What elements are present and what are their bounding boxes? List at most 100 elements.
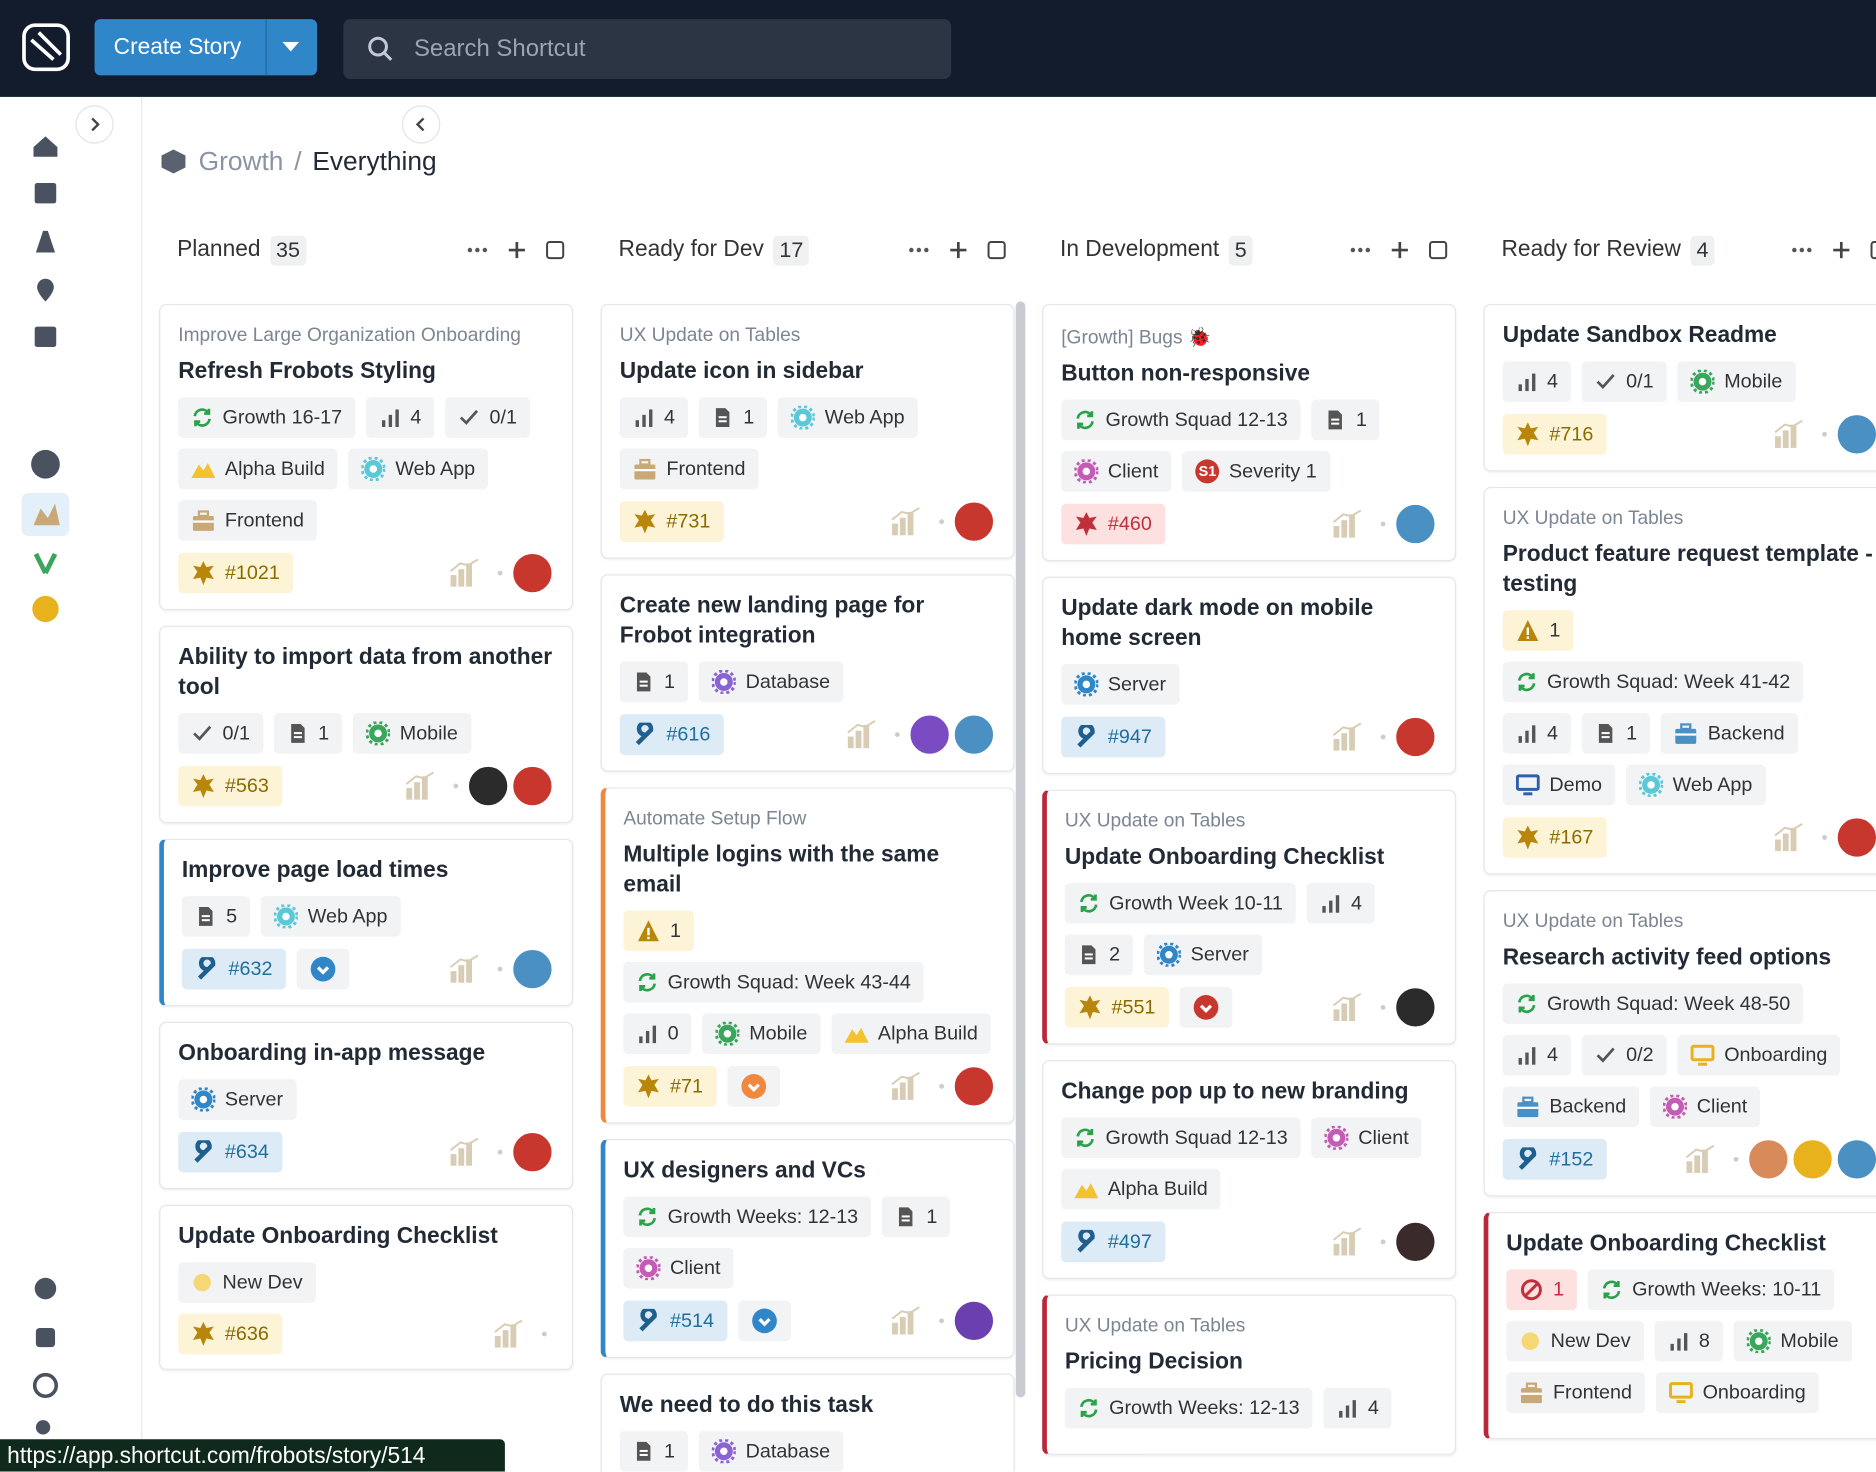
epic-name[interactable]: Improve Large Organization Onboarding: [178, 325, 521, 346]
epic-name[interactable]: UX Update on Tables: [1064, 1316, 1246, 1337]
chip[interactable]: Mobile: [702, 1013, 821, 1055]
chip[interactable]: Database: [698, 1430, 844, 1472]
avatar[interactable]: [1835, 412, 1876, 456]
avatar[interactable]: [952, 713, 996, 757]
chip[interactable]: 0/2: [1581, 1034, 1667, 1076]
chip[interactable]: Growth Squad: Week 43-44: [623, 961, 925, 1003]
chip[interactable]: 5: [181, 896, 251, 937]
status-badge[interactable]: [1179, 987, 1232, 1028]
chip[interactable]: Database: [698, 661, 844, 703]
chip[interactable]: 0: [623, 1013, 692, 1055]
chip[interactable]: Web App: [778, 397, 918, 438]
expand-sidebar-button[interactable]: [75, 105, 114, 144]
team-icon[interactable]: [31, 449, 60, 479]
chip[interactable]: Growth Squad: Week 48-50: [1502, 983, 1804, 1025]
avatar[interactable]: [952, 1064, 996, 1108]
avatar[interactable]: [908, 713, 952, 757]
story-card[interactable]: Improve page load times 5 Web App #632: [159, 838, 574, 1007]
avatar[interactable]: [1835, 815, 1876, 860]
chip[interactable]: Mobile: [1733, 1320, 1852, 1362]
chip[interactable]: Growth Squad 12-13: [1061, 1117, 1301, 1159]
chip[interactable]: Onboarding: [1677, 1034, 1841, 1076]
chip[interactable]: Growth Weeks: 10-11: [1587, 1269, 1835, 1311]
chip[interactable]: New Dev: [1506, 1320, 1644, 1362]
roadmap-icon[interactable]: [35, 230, 56, 253]
search-box[interactable]: Search Shortcut: [343, 19, 952, 79]
chip[interactable]: Growth Weeks: 12-13: [623, 1196, 872, 1238]
story-id[interactable]: #634: [178, 1131, 283, 1173]
chip[interactable]: 2: [1064, 934, 1134, 976]
avatar[interactable]: [952, 1299, 996, 1343]
integrations-icon[interactable]: [35, 1328, 56, 1348]
story-card[interactable]: We need to do this task 1 Database: [600, 1373, 1015, 1472]
avatar[interactable]: [510, 947, 554, 991]
chip[interactable]: S1 Severity 1: [1182, 451, 1330, 492]
settings-icon[interactable]: [34, 1277, 57, 1300]
chip[interactable]: 0/1: [1581, 361, 1667, 403]
story-card[interactable]: [Growth] Bugs 🐞 Button non-responsive Grow…: [1042, 303, 1457, 562]
chip[interactable]: 4: [1502, 713, 1572, 754]
story-card[interactable]: UX Update on Tables Update icon in sideba…: [600, 303, 1015, 559]
active-team-bg[interactable]: [21, 492, 70, 537]
story-card[interactable]: Update dark mode on mobile home screen Se…: [1042, 576, 1457, 775]
story-id[interactable]: #167: [1502, 817, 1607, 858]
story-card[interactable]: UX Update on Tables Update Onboarding Che…: [1042, 789, 1457, 1045]
chip[interactable]: Server: [1061, 664, 1180, 705]
chip[interactable]: Frontend: [178, 500, 318, 541]
chip[interactable]: 4: [1502, 361, 1572, 403]
create-story-button[interactable]: Create Story: [94, 19, 318, 76]
avatar[interactable]: [1746, 1137, 1790, 1181]
chip[interactable]: Demo: [1502, 764, 1616, 806]
chip[interactable]: 1: [1502, 610, 1574, 651]
epic-name[interactable]: UX Update on Tables: [1064, 811, 1246, 832]
chip[interactable]: Alpha Build: [831, 1013, 991, 1055]
chip[interactable]: New Dev: [178, 1262, 316, 1303]
story-card[interactable]: Improve Large Organization Onboarding Ref…: [159, 303, 574, 611]
chip[interactable]: 1: [1311, 399, 1381, 441]
story-card[interactable]: UX Update on Tables Pricing Decision Growt…: [1042, 1294, 1457, 1455]
chip[interactable]: Onboarding: [1655, 1372, 1819, 1413]
reports-icon[interactable]: [34, 326, 57, 347]
story-id[interactable]: #460: [1061, 503, 1165, 545]
avatar[interactable]: [1393, 985, 1437, 1029]
collapse-button[interactable]: [402, 105, 441, 144]
epic-name[interactable]: [Growth] Bugs 🐞: [1061, 327, 1212, 349]
avatar[interactable]: [1791, 1137, 1835, 1181]
docs-icon[interactable]: [34, 183, 57, 204]
chip[interactable]: Client: [1061, 451, 1172, 492]
story-card[interactable]: Update Onboarding Checklist New Dev #636: [159, 1204, 574, 1370]
scrollbar[interactable]: [1015, 301, 1026, 1398]
story-card[interactable]: Onboarding in-app message Server #634: [159, 1021, 574, 1190]
story-id[interactable]: #947: [1061, 716, 1165, 758]
chip[interactable]: Growth Squad: Week 41-42: [1502, 661, 1804, 703]
chip[interactable]: Backend: [1661, 713, 1798, 754]
story-id[interactable]: #563: [178, 765, 283, 807]
chip[interactable]: 8: [1654, 1320, 1724, 1362]
chip[interactable]: Web App: [348, 448, 489, 490]
breadcrumb-parent[interactable]: Growth: [198, 145, 284, 176]
chip[interactable]: Server: [178, 1079, 297, 1120]
chip[interactable]: Client: [1311, 1117, 1422, 1159]
story-card[interactable]: Update Onboarding Checklist 1 Growth Weeks…: [1483, 1211, 1876, 1440]
epic-name[interactable]: UX Update on Tables: [1502, 508, 1684, 529]
story-id[interactable]: #716: [1502, 413, 1607, 455]
story-id[interactable]: #497: [1061, 1221, 1165, 1263]
chip[interactable]: 1: [1506, 1269, 1578, 1311]
chip[interactable]: Frontend: [1506, 1372, 1646, 1413]
story-id[interactable]: #731: [619, 501, 724, 542]
chip[interactable]: Alpha Build: [178, 448, 338, 490]
chip[interactable]: Client: [1650, 1086, 1761, 1128]
invite-icon[interactable]: [35, 1420, 51, 1435]
chip[interactable]: 1: [619, 1430, 689, 1472]
story-id[interactable]: #514: [623, 1300, 728, 1342]
story-id[interactable]: #551: [1064, 987, 1169, 1028]
story-card[interactable]: Ability to import data from another tool…: [159, 625, 574, 824]
story-card[interactable]: Automate Setup Flow Multiple logins with …: [600, 787, 1015, 1124]
epic-name[interactable]: UX Update on Tables: [619, 325, 801, 346]
status-badge[interactable]: [726, 1066, 780, 1107]
chip[interactable]: 1: [882, 1196, 951, 1238]
chip[interactable]: 0/1: [178, 713, 264, 754]
chip[interactable]: 4: [619, 397, 689, 438]
chip[interactable]: Frontend: [619, 448, 759, 490]
chip[interactable]: 1: [623, 910, 695, 952]
